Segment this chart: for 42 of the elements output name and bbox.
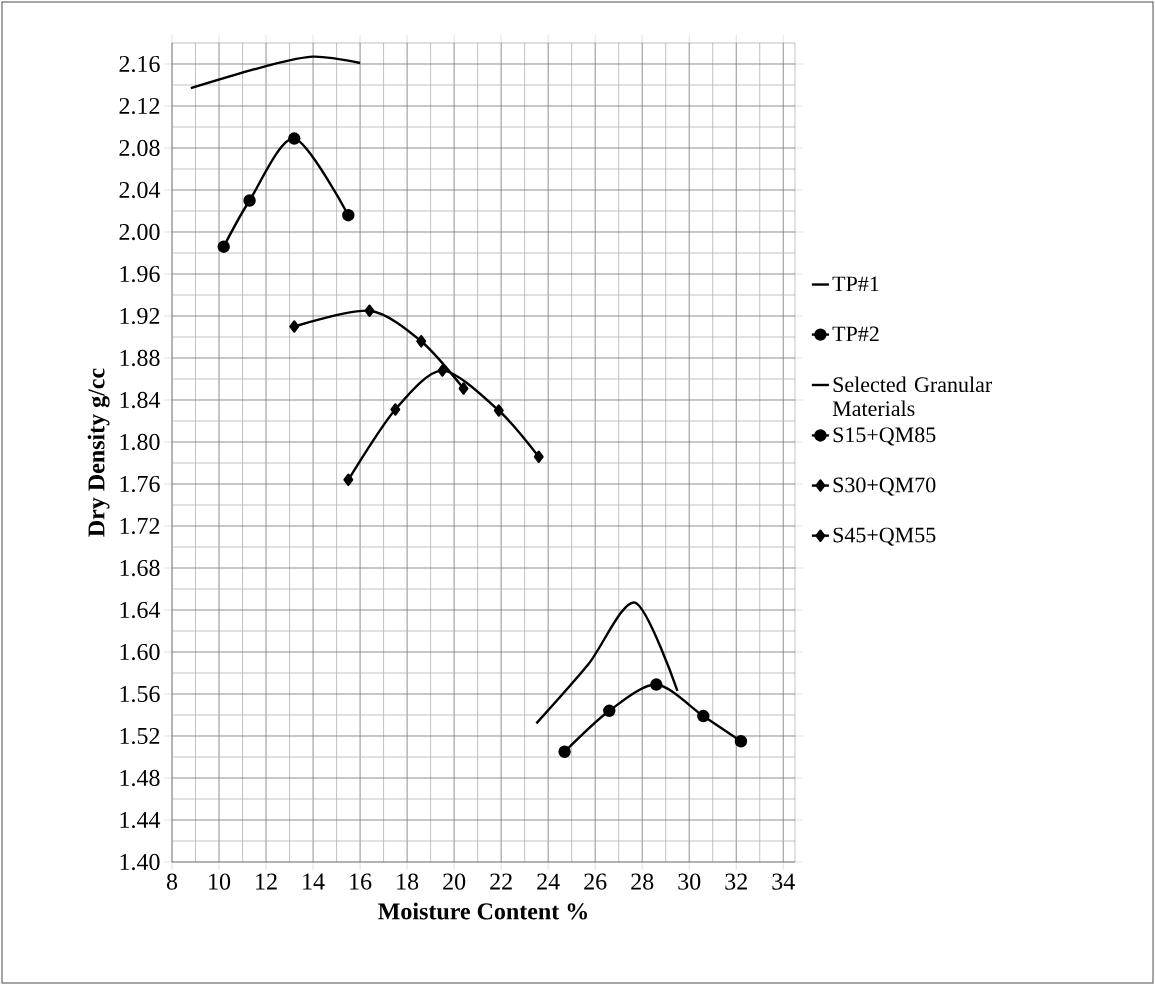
x-tick-label: 30: [678, 873, 701, 890]
x-tick-label: 28: [631, 873, 654, 890]
x-tick-label: 8: [166, 873, 178, 890]
legend-label: TP#1: [832, 276, 879, 292]
legend-label: S15+QM85: [833, 427, 936, 446]
x-tick-label: 26: [584, 873, 607, 890]
y-tick-label: 1.68: [120, 559, 160, 577]
y-tick-label: 1.52: [120, 727, 160, 745]
y-tick-label: 1.84: [120, 391, 161, 409]
y-tick-label: 1.48: [120, 769, 160, 787]
x-tick-label: 16: [350, 873, 372, 890]
y-tick-label: 2.16: [119, 55, 160, 73]
x-tick-label: 34: [772, 873, 795, 890]
y-tick-label: 2.12: [119, 97, 160, 115]
y-tick-label: 2.00: [119, 223, 160, 241]
legend-label: Selected Granular Materials: [832, 376, 992, 417]
x-tick-label: 18: [397, 873, 419, 890]
x-tick-label: 32: [725, 873, 747, 890]
y-tick-label: 1.92: [120, 307, 160, 325]
y-tick-label: 2.04: [119, 181, 161, 199]
y-axis-title: Dry Density g/cc: [87, 368, 110, 537]
y-tick-label: 1.56: [120, 685, 160, 703]
y-tick-label: 1.72: [120, 517, 160, 535]
legend-label: TP#2: [832, 326, 879, 342]
x-axis-title: Moisture Content %: [378, 902, 587, 920]
y-tick-label: 1.88: [120, 349, 160, 367]
legend-label: S45+QM55: [833, 527, 936, 546]
y-tick-label: 1.76: [120, 475, 160, 493]
x-tick-label: 24: [537, 873, 560, 890]
y-tick-label: 1.96: [120, 265, 160, 283]
x-tick-label: 22: [490, 873, 512, 890]
x-tick-label: 14: [303, 873, 325, 890]
y-tick-label: 1.80: [120, 433, 160, 451]
y-tick-label: 1.44: [120, 811, 161, 829]
y-tick-label: 1.60: [120, 643, 160, 661]
y-tick-label: 2.08: [119, 139, 160, 157]
x-tick-label: 12: [256, 873, 277, 890]
legend-label: S30+QM70: [833, 477, 936, 496]
x-tick-label: 20: [443, 873, 466, 890]
y-tick-label: 1.64: [120, 601, 161, 619]
y-tick-label: 1.40: [120, 853, 160, 871]
x-tick-label: 10: [209, 873, 231, 890]
